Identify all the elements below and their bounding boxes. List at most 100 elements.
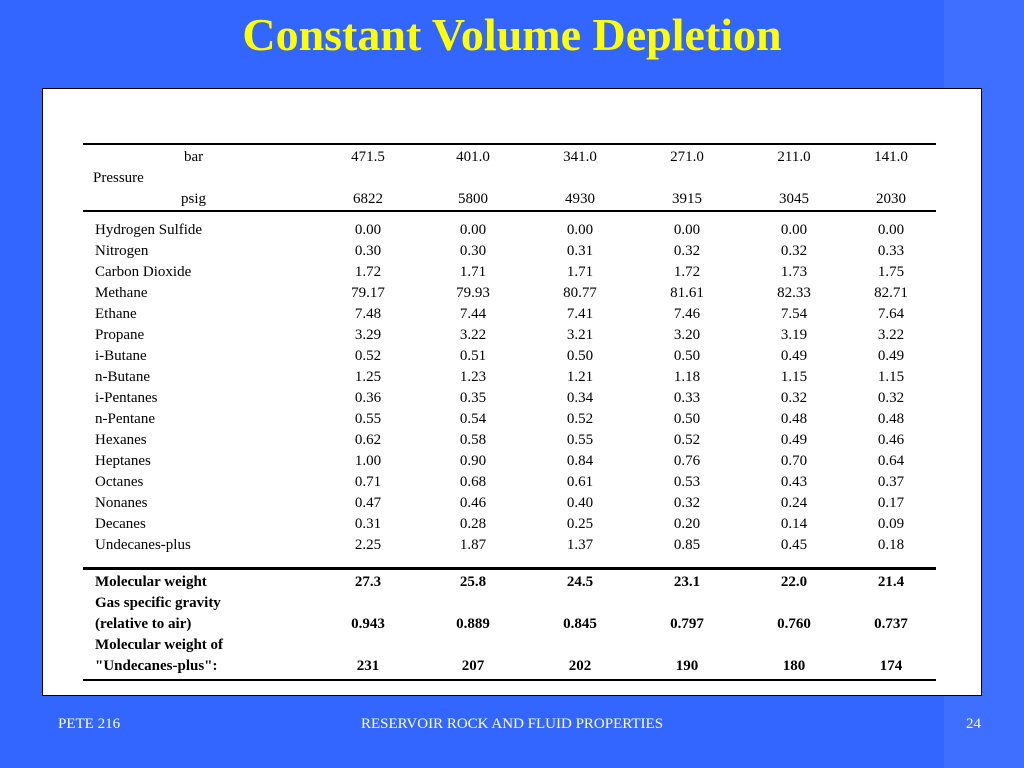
header-rule [83,210,936,212]
footer-course-title: RESERVOIR ROCK AND FLUID PROPERTIES [360,716,664,732]
component-value: 0.24 [780,495,808,511]
component-row: Octanes 0.71 0.68 0.61 0.53 0.43 0.37 [43,474,981,494]
component-value: 0.35 [459,390,487,406]
component-value: 0.53 [673,474,701,490]
mw-value: 23.1 [673,574,701,590]
mwplus-value: 231 [356,658,380,674]
component-value: 0.58 [459,432,487,448]
component-value: 81.61 [670,285,704,301]
mwplus-label-sub: "Undecanes-plus": [95,658,218,674]
component-value: 0.49 [877,348,905,364]
component-value: 0.71 [354,474,382,490]
component-value: 80.77 [563,285,597,301]
component-row: Ethane 7.48 7.44 7.41 7.46 7.54 7.64 [43,306,981,326]
component-value: 7.41 [566,306,594,322]
component-value: 0.30 [354,243,382,259]
component-name: Ethane [95,306,137,322]
component-name: Methane [95,285,148,301]
component-row: Hydrogen Sulfide 0.00 0.00 0.00 0.00 0.00 0.00 [43,222,981,242]
bar-value: 341.0 [563,149,597,165]
component-name: Undecanes-plus [95,537,191,553]
component-name: Nonanes [95,495,148,511]
component-value: 1.37 [566,537,594,553]
component-value: 0.37 [877,474,905,490]
component-value: 0.00 [354,222,382,238]
component-value: 0.30 [459,243,487,259]
component-value: 0.45 [780,537,808,553]
component-value: 0.55 [354,411,382,427]
table-panel: bar 471.5 401.0 341.0 271.0 211.0 141.0 … [42,88,982,696]
mwplus-value: 190 [675,658,699,674]
component-value: 0.61 [566,474,594,490]
component-value: 0.31 [354,516,382,532]
component-row: Undecanes-plus 2.25 1.87 1.37 0.85 0.45 0.18 [43,537,981,557]
component-value: 7.44 [459,306,487,322]
component-value: 0.09 [877,516,905,532]
component-value: 1.23 [459,369,487,385]
component-name: n-Butane [95,369,150,385]
mwplus-value: 174 [879,658,903,674]
component-value: 7.48 [354,306,382,322]
mwplus-label: Molecular weight of [95,637,224,653]
component-value: 0.52 [354,348,382,364]
component-value: 0.28 [459,516,487,532]
bar-value: 401.0 [456,149,490,165]
component-value: 3.19 [780,327,808,343]
sg-label: Gas specific gravity [95,595,221,611]
component-value: 79.93 [456,285,490,301]
bar-row: bar 471.5 401.0 341.0 271.0 211.0 141.0 [43,149,981,169]
component-value: 0.00 [673,222,701,238]
component-value: 0.49 [780,432,808,448]
psig-value: 3045 [779,191,809,207]
psig-value: 5800 [458,191,488,207]
component-value: 1.25 [354,369,382,385]
component-value: 1.72 [673,264,701,280]
component-value: 0.52 [566,411,594,427]
component-value: 3.20 [673,327,701,343]
component-value: 7.46 [673,306,701,322]
mwplus-value: 207 [461,658,485,674]
component-value: 0.33 [673,390,701,406]
psig-value: 3915 [672,191,702,207]
component-value: 0.46 [459,495,487,511]
component-row: i-Pentanes 0.36 0.35 0.34 0.33 0.32 0.32 [43,390,981,410]
component-row: Nitrogen 0.30 0.30 0.31 0.32 0.32 0.33 [43,243,981,263]
component-row: Carbon Dioxide 1.72 1.71 1.71 1.72 1.73 1.75 [43,264,981,284]
component-value: 0.32 [877,390,905,406]
component-value: 0.43 [780,474,808,490]
component-value: 0.18 [877,537,905,553]
mw-row: Molecular weight 27.3 25.8 24.5 23.1 22.… [43,574,981,594]
component-value: 0.14 [780,516,808,532]
component-value: 79.17 [351,285,385,301]
top-rule [83,143,936,145]
footer-page-number: 24 [966,716,981,732]
component-value: 0.36 [354,390,382,406]
bar-value: 471.5 [351,149,385,165]
psig-value: 4930 [565,191,595,207]
component-name: Heptanes [95,453,151,469]
component-value: 0.00 [459,222,487,238]
component-value: 0.90 [459,453,487,469]
component-value: 0.40 [566,495,594,511]
component-value: 1.00 [354,453,382,469]
component-value: 0.25 [566,516,594,532]
component-value: 1.75 [877,264,905,280]
component-value: 1.18 [673,369,701,385]
component-value: 3.22 [459,327,487,343]
component-name: Octanes [95,474,144,490]
mwplus-label-row: Molecular weight of [43,637,981,657]
component-row: Propane 3.29 3.22 3.21 3.20 3.19 3.22 [43,327,981,347]
component-value: 0.00 [877,222,905,238]
mw-value: 22.0 [780,574,808,590]
sg-label-row: Gas specific gravity [43,595,981,615]
bar-value: 271.0 [670,149,704,165]
component-row: n-Pentane 0.55 0.54 0.52 0.50 0.48 0.48 [43,411,981,431]
component-name: Hydrogen Sulfide [95,222,203,238]
component-value: 0.68 [459,474,487,490]
component-value: 0.70 [780,453,808,469]
component-value: 0.20 [673,516,701,532]
component-name: n-Pentane [95,411,155,427]
properties-rule [83,567,936,570]
component-value: 1.15 [780,369,808,385]
psig-value: 6822 [353,191,383,207]
